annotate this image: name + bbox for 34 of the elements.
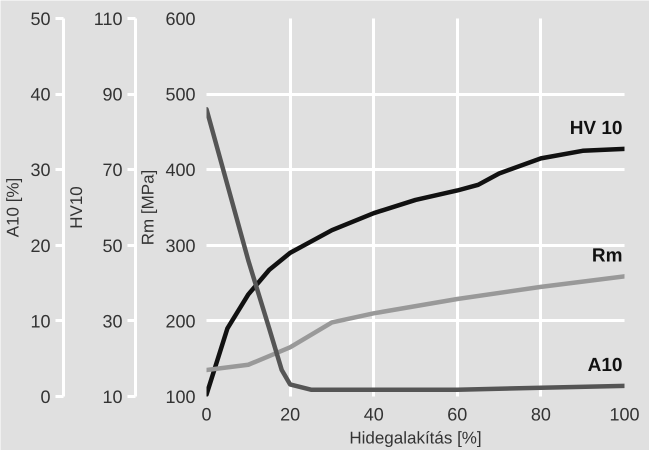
x-tick-label: 100 — [609, 404, 640, 424]
x-axis-title: Hidegalakítás [%] — [349, 428, 482, 448]
y2-tick-label: 30 — [102, 311, 123, 332]
y-tick-label: 600 — [165, 9, 196, 29]
x-tick-label: 60 — [447, 404, 468, 424]
y-axis-title: Rm [MPa] — [138, 170, 158, 246]
x-tick-label: 20 — [280, 404, 300, 424]
y2-tick-label: 70 — [102, 160, 123, 180]
line-series — [206, 106, 624, 392]
y3-tick-label: 0 — [40, 387, 51, 407]
series-label: HV 10 — [570, 118, 623, 139]
y2-tick-label: 90 — [102, 84, 123, 105]
line-series — [206, 274, 624, 372]
y-tick-label: 300 — [165, 236, 196, 256]
y2-tick-label: 50 — [102, 236, 123, 256]
y2-tick-label: 110 — [94, 9, 123, 29]
line-series — [206, 146, 624, 396]
y2-axis-title: HV10 — [66, 186, 86, 229]
y2-tick-label: 10 — [102, 387, 123, 407]
y3-tick-label: 10 — [30, 311, 51, 332]
series-label: A10 — [588, 354, 623, 376]
y-tick-label: 500 — [165, 84, 196, 105]
x-tick-label: 40 — [364, 404, 384, 424]
y-tick-label: 100 — [165, 387, 196, 407]
y-tick-label: 400 — [165, 160, 196, 180]
y3-axis-title: A10 [%] — [3, 178, 22, 238]
y-tick-label: 200 — [165, 311, 196, 332]
x-tick-label: 0 — [201, 404, 212, 424]
series-label: Rm — [592, 245, 623, 266]
x-tick-label: 80 — [530, 404, 551, 424]
y3-tick-label: 30 — [30, 160, 51, 180]
y3-tick-label: 40 — [30, 84, 51, 105]
y3-tick-label: 20 — [30, 236, 51, 256]
y3-tick-label: 50 — [30, 9, 51, 29]
